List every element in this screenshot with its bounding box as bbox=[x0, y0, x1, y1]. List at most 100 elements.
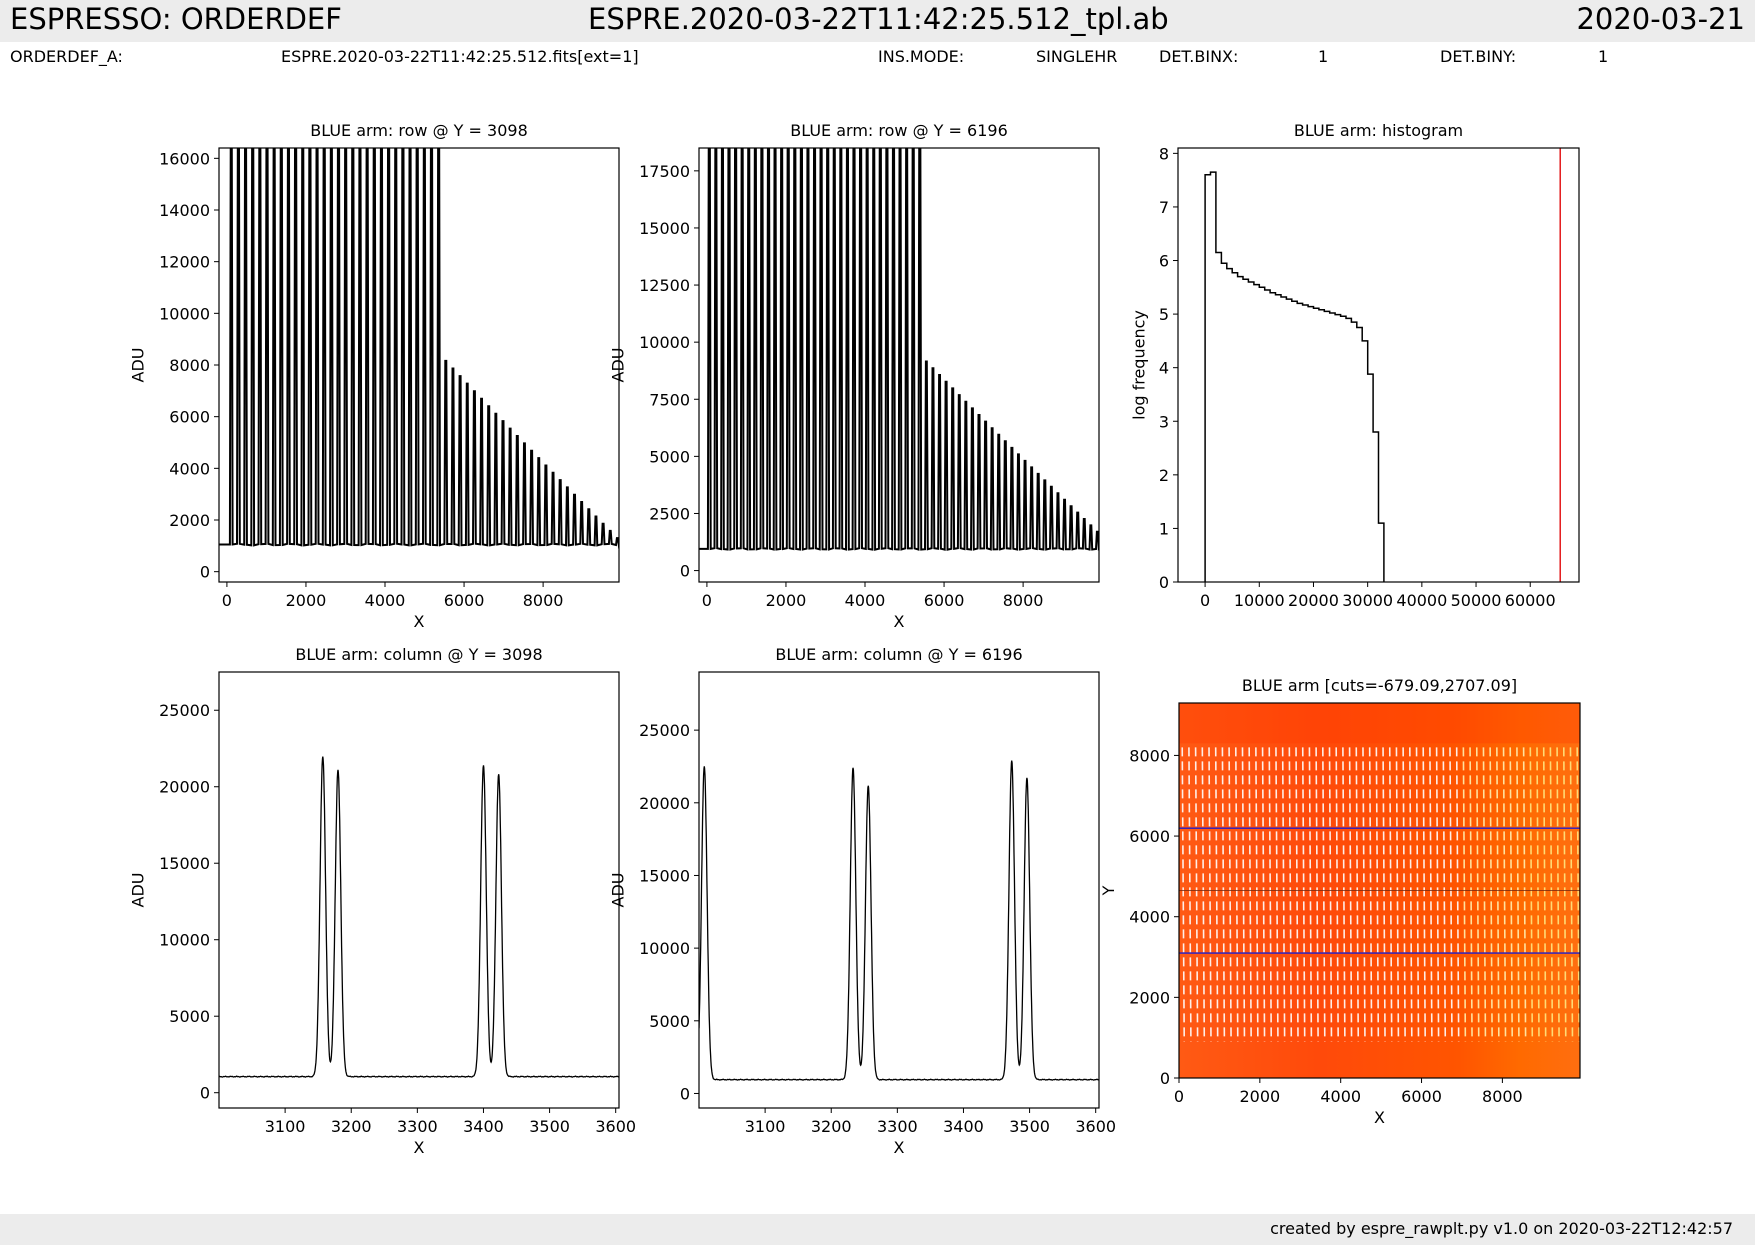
axes-frame bbox=[1177, 147, 1580, 583]
x-tick-label: 3600 bbox=[595, 1117, 636, 1136]
order-trace bbox=[1402, 747, 1406, 1042]
x-axis-label: X bbox=[894, 1138, 905, 1157]
order-trace bbox=[1268, 747, 1273, 1042]
order-trace bbox=[1576, 747, 1580, 1042]
x-tick-label: 0 bbox=[1200, 591, 1210, 610]
y-tick-label: 15000 bbox=[639, 866, 690, 885]
y-tick-label: 12500 bbox=[639, 276, 690, 295]
order-trace bbox=[1429, 747, 1433, 1042]
row-profile-line bbox=[219, 148, 619, 549]
y-tick-label: 0 bbox=[1159, 573, 1169, 592]
order-trace bbox=[1368, 747, 1373, 1042]
chart-col2: BLUE arm: column @ Y = 6196 3100 3200 3300 3… bbox=[609, 645, 1117, 1157]
x-tick-label: 3100 bbox=[745, 1117, 786, 1136]
y-tick-label: 0 bbox=[680, 1084, 690, 1103]
axes-frame bbox=[218, 671, 620, 1109]
report-filename: ESPRE.2020-03-22T11:42:25.512_tpl.ab bbox=[588, 2, 1169, 36]
x-tick-label: 6000 bbox=[1401, 1087, 1442, 1106]
footer-credit: created by espre_rawplt.py v1.0 on 2020-… bbox=[1270, 1219, 1733, 1238]
x-tick-label: 6000 bbox=[924, 591, 965, 610]
order-trace bbox=[1542, 747, 1547, 1042]
chart-title: BLUE arm [cuts=-679.09,2707.09] bbox=[1242, 676, 1517, 695]
order-trace bbox=[1241, 747, 1246, 1042]
order-trace bbox=[1375, 747, 1380, 1042]
x-tick-label: 3600 bbox=[1075, 1117, 1116, 1136]
order-trace bbox=[1208, 747, 1212, 1042]
x-tick-label: 50000 bbox=[1451, 591, 1502, 610]
report-title: ESPRESSO: ORDERDEF bbox=[10, 2, 342, 36]
y-tick-label: 8 bbox=[1159, 144, 1169, 163]
order-trace bbox=[1462, 747, 1467, 1042]
order-trace bbox=[1388, 747, 1393, 1042]
y-tick-label: 5000 bbox=[169, 1007, 210, 1026]
y-tick-label: 6 bbox=[1159, 252, 1169, 271]
x-tick-label: 8000 bbox=[1003, 591, 1044, 610]
y-tick-label: 6000 bbox=[169, 408, 210, 427]
x-tick-label: 20000 bbox=[1288, 591, 1339, 610]
order-trace bbox=[1496, 747, 1500, 1042]
chart-col1: BLUE arm: column @ Y = 3098 3100 3200 3300 3… bbox=[129, 645, 637, 1157]
axes-frame bbox=[698, 671, 1100, 1109]
y-tick-label: 17500 bbox=[639, 162, 690, 181]
x-tick-label: 3200 bbox=[811, 1117, 852, 1136]
order-trace bbox=[1221, 747, 1226, 1042]
chart-row1: BLUE arm: row @ Y = 3098 0 2000 4000 6000 800… bbox=[129, 121, 620, 631]
order-trace bbox=[1255, 747, 1259, 1042]
meta-binx-label: DET.BINX: bbox=[1159, 47, 1239, 66]
x-tick-label: 3100 bbox=[265, 1117, 306, 1136]
y-axis-label: ADU bbox=[609, 873, 628, 908]
y-tick-label: 12000 bbox=[159, 253, 210, 272]
x-tick-label: 3400 bbox=[943, 1117, 984, 1136]
order-trace bbox=[1469, 747, 1473, 1042]
y-tick-label: 8000 bbox=[1129, 746, 1170, 765]
column-profile-line bbox=[699, 760, 1099, 1081]
order-trace bbox=[1362, 747, 1366, 1042]
order-trace bbox=[1449, 747, 1453, 1042]
y-tick-label: 10000 bbox=[639, 939, 690, 958]
y-tick-label: 2500 bbox=[649, 504, 690, 523]
order-trace bbox=[1415, 747, 1420, 1042]
x-tick-label: 3400 bbox=[463, 1117, 504, 1136]
order-trace bbox=[1342, 747, 1346, 1042]
y-tick-label: 2 bbox=[1159, 466, 1169, 485]
x-axis-label: X bbox=[894, 612, 905, 631]
x-tick-label: 4000 bbox=[1320, 1087, 1361, 1106]
order-trace bbox=[1442, 747, 1447, 1042]
x-tick-label: 8000 bbox=[1482, 1087, 1523, 1106]
meta-ins-mode-value: SINGLEHR bbox=[1036, 47, 1118, 66]
y-axis-label: ADU bbox=[129, 873, 148, 908]
order-trace bbox=[1435, 747, 1440, 1042]
order-trace bbox=[1301, 747, 1306, 1042]
y-tick-label: 2000 bbox=[1129, 988, 1170, 1007]
order-trace bbox=[1482, 747, 1487, 1042]
order-trace bbox=[1569, 747, 1574, 1042]
meta-binx-value: 1 bbox=[1318, 47, 1329, 66]
column-profile-line bbox=[219, 756, 619, 1078]
y-tick-label: 2000 bbox=[169, 511, 210, 530]
x-tick-label: 3500 bbox=[529, 1117, 570, 1136]
y-tick-label: 1 bbox=[1159, 519, 1169, 538]
y-tick-label: 5000 bbox=[649, 1012, 690, 1031]
y-tick-label: 14000 bbox=[159, 201, 210, 220]
order-trace bbox=[1194, 747, 1199, 1042]
order-trace bbox=[1455, 747, 1460, 1042]
order-trace bbox=[1502, 747, 1507, 1042]
chart-title: BLUE arm: column @ Y = 6196 bbox=[775, 645, 1022, 664]
order-trace bbox=[1335, 747, 1339, 1042]
order-trace bbox=[1234, 747, 1239, 1042]
order-trace bbox=[1248, 747, 1252, 1042]
histogram-steps bbox=[1204, 171, 1385, 582]
chart-title: BLUE arm: histogram bbox=[1294, 121, 1463, 140]
y-tick-label: 7 bbox=[1159, 198, 1169, 217]
order-trace bbox=[1395, 747, 1400, 1042]
chart-title: BLUE arm: row @ Y = 3098 bbox=[310, 121, 528, 140]
image-top-band bbox=[1179, 703, 1580, 744]
x-tick-label: 4000 bbox=[845, 591, 886, 610]
x-tick-label: 40000 bbox=[1396, 591, 1447, 610]
chart-img: BLUE arm [cuts=-679.09,2707.09] 0 2000 4000… bbox=[1099, 676, 1581, 1127]
report-header: ESPRESSO: ORDERDEF ESPRE.2020-03-22T11:4… bbox=[0, 0, 1755, 42]
x-tick-label: 60000 bbox=[1505, 591, 1556, 610]
y-tick-label: 8000 bbox=[169, 356, 210, 375]
x-tick-label: 0 bbox=[1174, 1087, 1184, 1106]
